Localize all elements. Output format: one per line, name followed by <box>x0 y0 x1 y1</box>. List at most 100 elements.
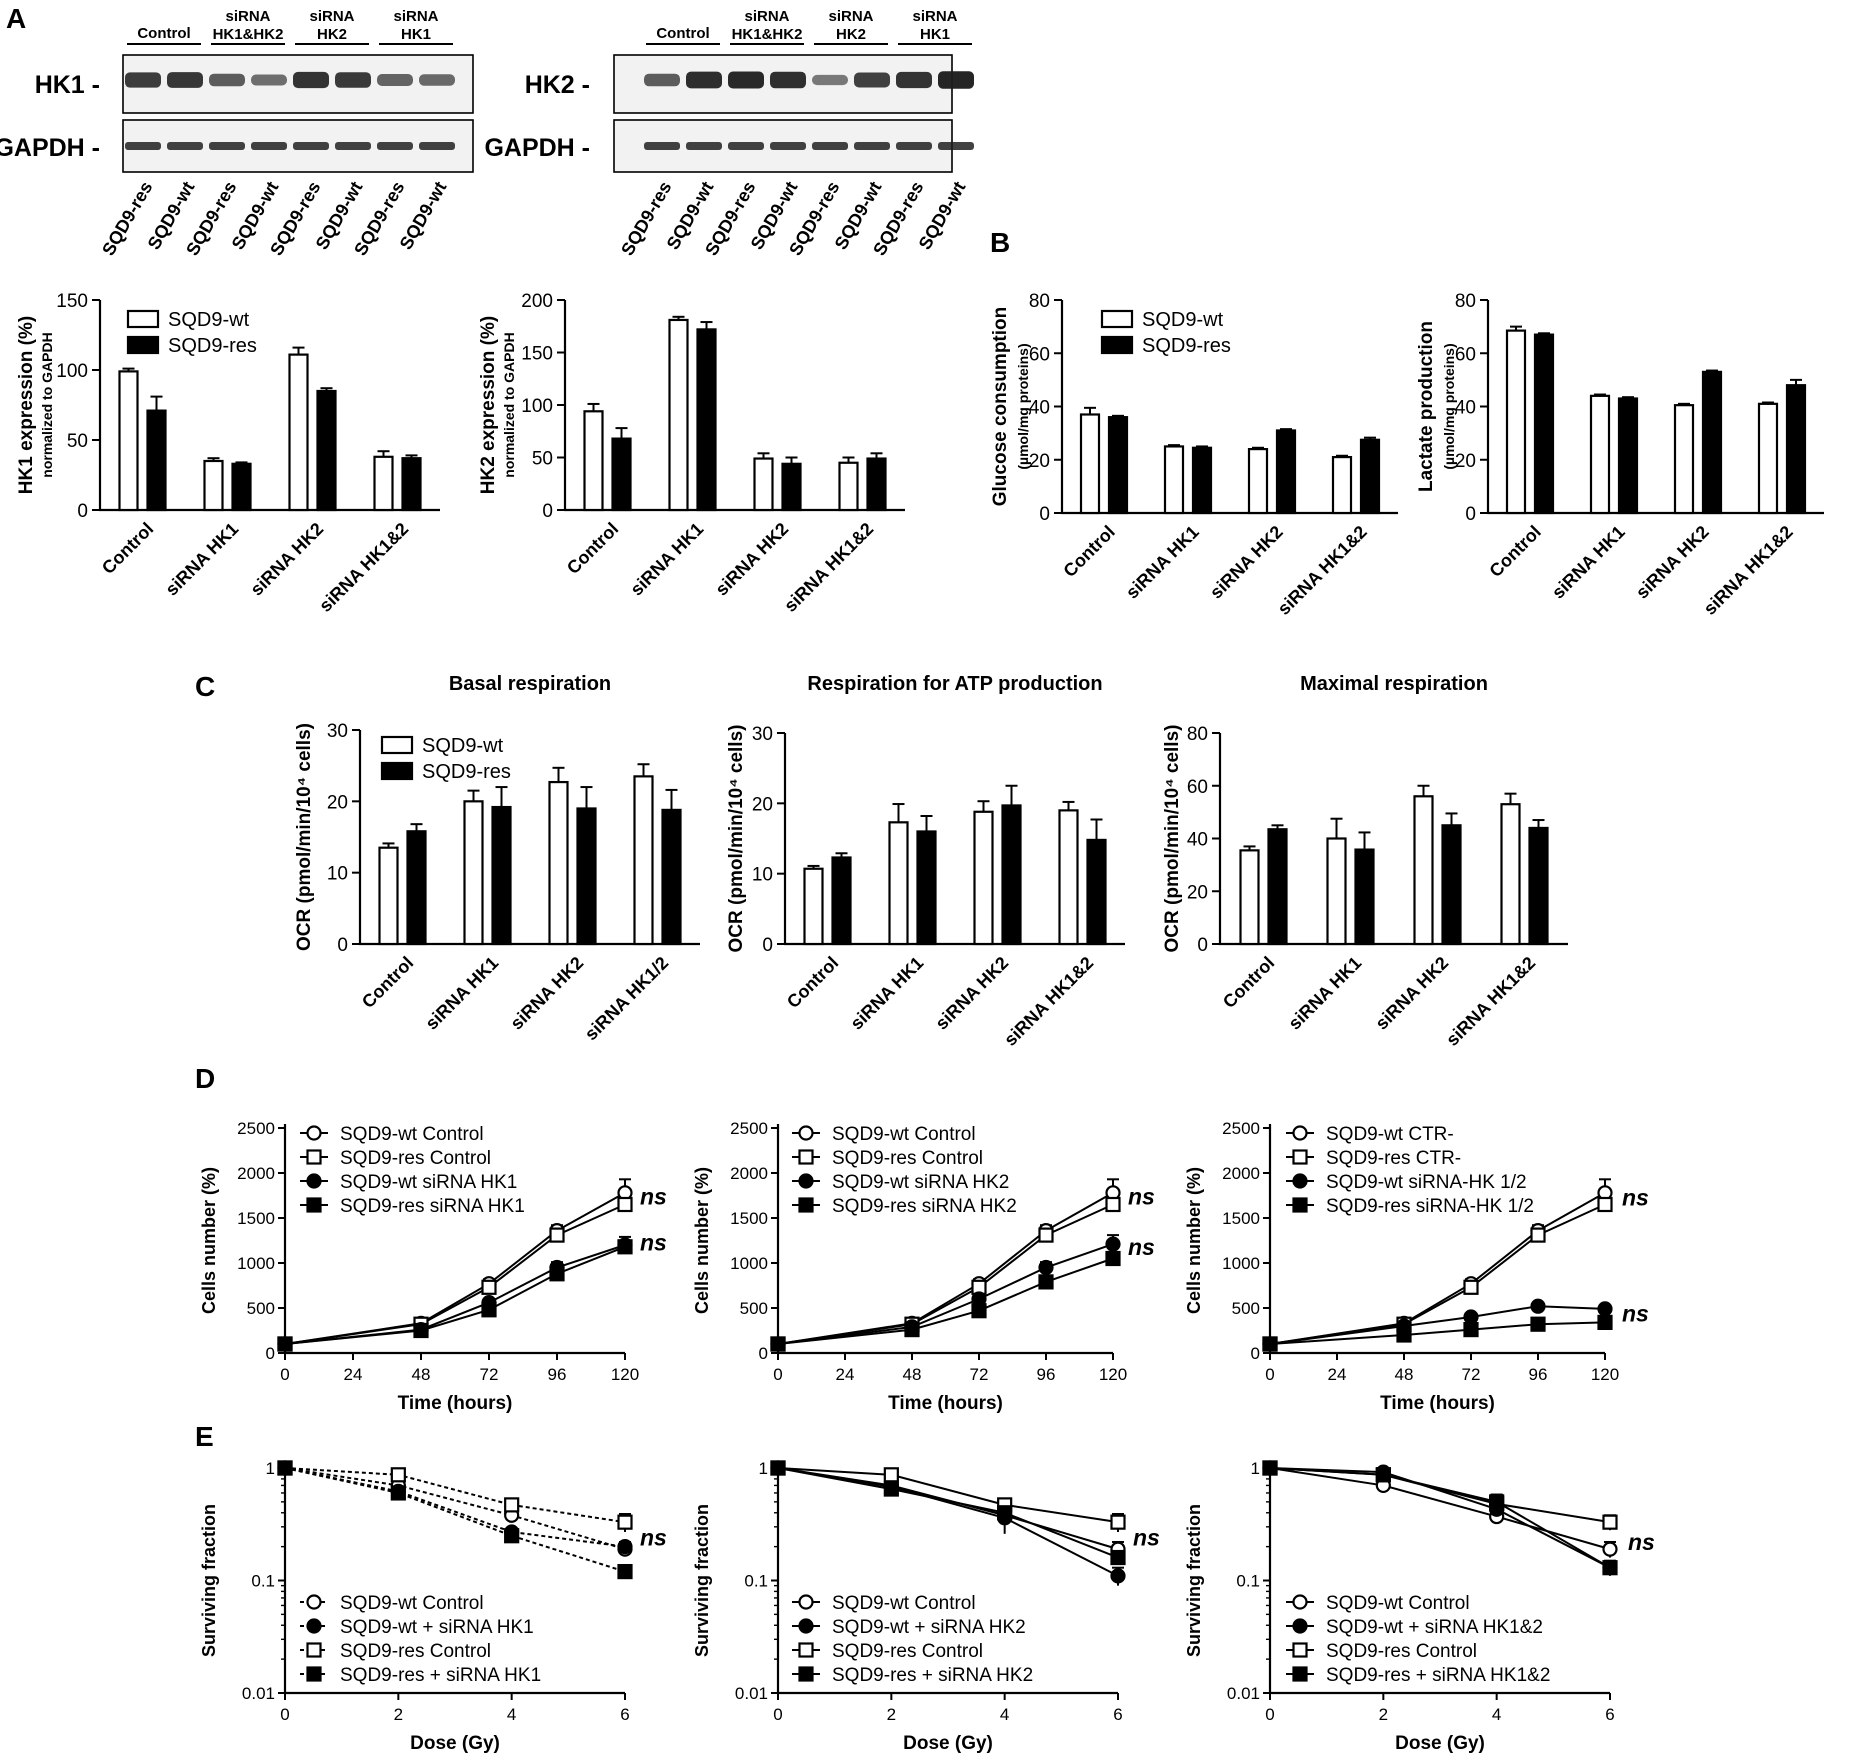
bar-res <box>1275 429 1297 515</box>
chart-E-hk12: 0.01 0.1 1 0 2 4 6 Dose (Gy) Surviving fraction S… <box>1184 1459 1655 1754</box>
data-point <box>617 1563 633 1580</box>
bar-res <box>1107 416 1129 515</box>
y-tick-label: 20 <box>327 792 348 813</box>
blot-band <box>293 71 329 89</box>
data-point <box>504 1528 520 1544</box>
data-point <box>549 1266 565 1282</box>
chart-A-hk2: 0 50 100 150 200 HK2 expression (%) normalized… <box>478 291 905 616</box>
bar-wt <box>838 461 859 512</box>
y-axis-label-secondary: (µmol/mg proteins) <box>1441 343 1457 469</box>
y-axis-label: Surviving fraction <box>692 1504 712 1657</box>
legend-marker <box>798 1149 814 1165</box>
x-tick-label: 24 <box>344 1365 363 1384</box>
legend-label: SQD9-res Control <box>1326 1641 1477 1662</box>
series-line-3 <box>777 1257 1114 1345</box>
chart-B-glucose: 0 20 40 60 80 Glucose consumption (µmol/mg pro… <box>990 291 1398 619</box>
blot-gapdh-band <box>896 142 932 150</box>
data-point <box>770 1460 786 1476</box>
bar-wt <box>463 800 484 946</box>
blot-band <box>812 74 848 86</box>
x-tick-label: 0 <box>773 1705 782 1724</box>
x-category-label: Control <box>98 519 157 578</box>
data-point <box>1105 1236 1121 1252</box>
data-point <box>770 1336 786 1352</box>
legend-label: SQD9-res <box>422 761 511 783</box>
x-tick-label: 4 <box>1492 1705 1501 1724</box>
legend-marker <box>798 1618 814 1634</box>
chart-C-atp: 0 10 20 30 Respiration for ATP production OCR… <box>726 673 1125 1050</box>
x-tick-label: 24 <box>836 1365 855 1384</box>
bar-res <box>661 808 682 946</box>
bar-res <box>916 830 937 946</box>
western-blots: HK1 - GAPDH - Control siRNA HK1&HK2 siRNA HK2 s… <box>0 8 974 259</box>
data-point <box>1602 1541 1618 1557</box>
series-line-1 <box>777 1467 1119 1577</box>
x-tick-label: 4 <box>507 1705 516 1724</box>
y-axis-label-secondary: normalized to GAPDH <box>39 332 55 477</box>
y-axis-label: Lactate production <box>1416 321 1437 492</box>
blot-group-label: siRNA HK1 <box>393 8 438 43</box>
y-tick-label: 1500 <box>730 1209 768 1228</box>
legend-label: SQD9-wt Control <box>832 1124 976 1145</box>
bar-wt <box>1673 404 1695 515</box>
data-point <box>1597 1301 1613 1317</box>
data-point <box>1602 1560 1618 1576</box>
blot-band <box>938 71 974 89</box>
y-tick-label: 50 <box>67 431 88 452</box>
y-tick-label: 500 <box>247 1299 275 1318</box>
significance-label: ns <box>1622 1184 1649 1210</box>
blot-gapdh-band <box>686 142 722 150</box>
x-tick-label: 96 <box>548 1365 567 1384</box>
x-category-label: siRNA HK2 <box>246 519 327 600</box>
legend-label: SQD9-res <box>1142 335 1231 357</box>
y-axis-label: HK1 expression (%) <box>16 316 37 494</box>
data-point <box>617 1539 633 1555</box>
significance-label: ns <box>1128 1183 1155 1209</box>
legend-label: SQD9-wt <box>1142 309 1224 331</box>
legend-label: SQD9-res + siRNA HK1 <box>340 1665 541 1686</box>
blot-band <box>644 73 680 87</box>
y-tick-label: 0.01 <box>1227 1684 1260 1703</box>
x-category-label: siRNA HK1 <box>1548 522 1629 603</box>
y-tick-label: 1 <box>759 1459 768 1478</box>
x-axis-label: Dose (Gy) <box>903 1733 993 1754</box>
series-line-2 <box>777 1467 1119 1524</box>
bar-wt <box>1239 849 1260 946</box>
x-category-label: siRNA HK2 <box>1632 522 1713 603</box>
x-category-label: Control <box>1059 522 1118 581</box>
significance-label: ns <box>640 1525 667 1551</box>
bar-wt <box>1326 837 1347 946</box>
y-tick-label: 60 <box>1029 344 1050 365</box>
x-axis-label: Time (hours) <box>888 1393 1003 1414</box>
blot-band <box>251 74 287 86</box>
y-axis-label: Surviving fraction <box>199 1504 219 1657</box>
legend-swatch <box>1100 309 1134 329</box>
legend-marker <box>1292 1149 1308 1165</box>
y-tick-label: 0.1 <box>251 1572 275 1591</box>
panel-label-c: C <box>195 671 215 702</box>
data-point <box>1105 1250 1121 1267</box>
panel-label-d: D <box>195 1063 215 1094</box>
bar-wt <box>1757 402 1779 515</box>
x-tick-label: 2 <box>1379 1705 1388 1724</box>
y-tick-label: 2500 <box>1222 1119 1260 1138</box>
x-category-label: siRNA HK1 <box>846 953 927 1034</box>
x-tick-label: 48 <box>903 1365 922 1384</box>
legend-label: SQD9-res siRNA HK1 <box>340 1196 525 1217</box>
bar-res <box>1359 438 1381 515</box>
blot-gapdh-label: GAPDH - <box>0 134 100 162</box>
data-point <box>277 1460 293 1476</box>
legend-label: SQD9-wt <box>422 735 504 757</box>
legend-marker <box>798 1173 814 1189</box>
blot-gapdh-label: GAPDH - <box>484 134 590 162</box>
legend-label: SQD9-res <box>168 335 257 357</box>
bar-wt <box>548 780 569 946</box>
data-point <box>1530 1227 1546 1243</box>
panel-label-b: B <box>990 227 1010 258</box>
x-tick-label: 96 <box>1529 1365 1548 1384</box>
data-point <box>413 1322 429 1339</box>
bar-res <box>1086 838 1107 946</box>
x-axis-label: Dose (Gy) <box>1395 1733 1485 1754</box>
bar-res <box>831 856 852 946</box>
